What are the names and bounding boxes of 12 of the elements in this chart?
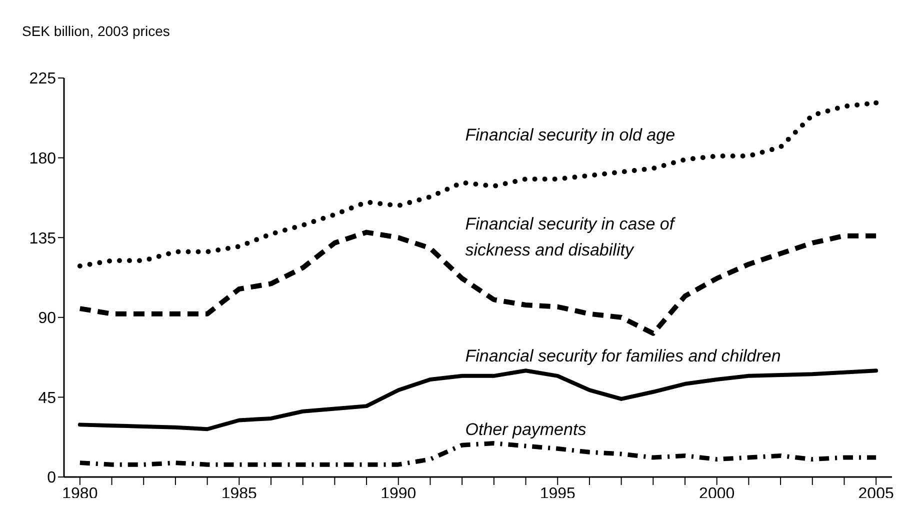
y-tick-label: 180 <box>29 150 56 168</box>
y-tick-label: 225 <box>29 70 56 88</box>
y-tick-label: 0 <box>47 470 56 487</box>
series-label: Financial security in case of sickness and disability <box>465 214 676 260</box>
y-axis-title: SEK billion, 2003 prices <box>22 23 170 39</box>
series-label: Financial security in old age <box>465 125 676 144</box>
y-tick-label: 135 <box>29 230 56 248</box>
series-label: Financial security for families and children <box>465 346 781 366</box>
line-series <box>78 441 878 467</box>
y-tick-label: 45 <box>38 390 56 407</box>
series-label: Other payments <box>465 420 587 439</box>
y-tick-label: 90 <box>38 310 56 328</box>
